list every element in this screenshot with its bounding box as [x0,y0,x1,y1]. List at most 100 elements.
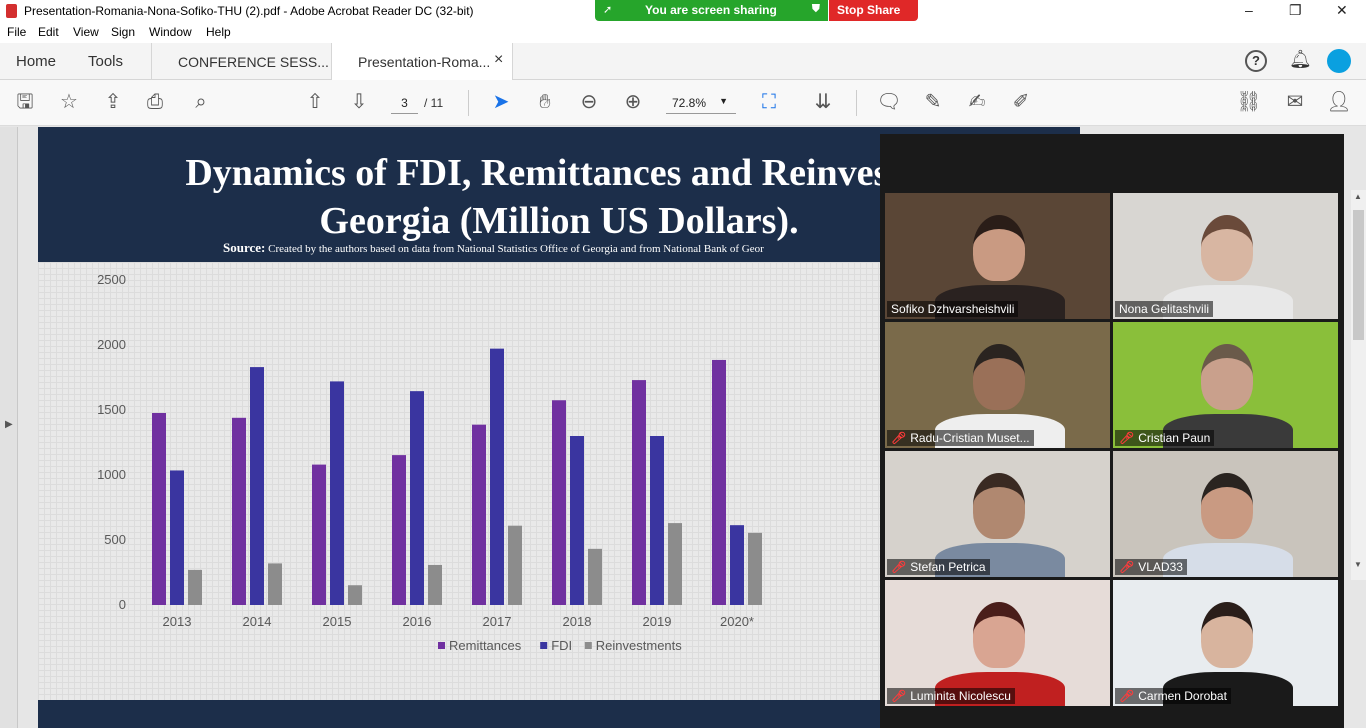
participant-tile[interactable]: 🎤︎ Radu-Cristian Muset... [885,322,1110,448]
zoom-level-select[interactable]: 72.8% ▼ [666,92,736,114]
link-icon[interactable]: ⛓︎ [1236,91,1262,113]
menu-file[interactable]: File [7,25,27,39]
participant-face [973,473,1025,539]
page-down-icon[interactable]: ⇩ [350,91,368,113]
page-total: / 11 [424,96,444,110]
select-arrow-icon[interactable]: ➤ [492,91,510,113]
minimize-button[interactable]: – [1245,2,1253,18]
bar-remittances [552,400,566,605]
bar-remittances [152,412,166,605]
page-number-input[interactable]: 3 [391,92,418,114]
tab-home[interactable]: Home [16,53,57,70]
y-tick-label: 1500 [97,402,126,417]
participant-name-label: Nona Gelitashvili [1115,301,1214,317]
screen-sharing-status: You are screen sharing [645,3,777,17]
screen-sharing-banner[interactable]: ➚ You are screen sharing ⛊ [595,0,828,21]
tab-conference[interactable]: CONFERENCE SESS... [151,43,331,80]
close-window-button[interactable]: ✕ [1336,2,1348,18]
participant-name-label: 🎤︎ Stefan Petrica [887,559,990,575]
participant-face [973,602,1025,668]
menu-help[interactable]: Help [206,25,231,39]
video-gallery-panel[interactable]: Sofiko Dzhvarsheishvili Nona Gelitashvili… [880,134,1344,728]
participant-name-label: 🎤︎ Cristian Paun [1115,430,1215,446]
bar-remittances [712,359,726,605]
toolbar-divider [468,90,469,116]
tab-presentation-label: Presentation-Roma... [358,54,491,70]
bar-reinvestments [348,585,362,605]
zoom-level-value: 72.8% [672,96,707,110]
y-tick-label: 1000 [97,467,126,482]
expand-arrow-icon[interactable]: ▶ [5,419,13,430]
x-tick-label: 2015 [323,614,352,629]
x-tick-label: 2019 [643,614,672,629]
tab-bar: Home Tools CONFERENCE SESS... Presentati… [0,43,1366,80]
x-tick-label: 2017 [483,614,512,629]
scroll-mode-icon[interactable]: ⇊ [814,91,832,113]
participant-tile[interactable]: 🎤︎ Stefan Petrica [885,451,1110,577]
upload-icon[interactable]: ⇪ [104,91,122,113]
tab-close-icon[interactable]: × [494,51,504,68]
help-icon[interactable]: ? [1245,50,1267,72]
menu-window[interactable]: Window [149,25,192,39]
participant-tile[interactable]: 🎤︎ VLAD33 [1113,451,1338,577]
sign-icon[interactable]: ✍︎ [968,91,986,113]
highlight-icon[interactable]: ✎ [924,91,942,113]
hand-icon[interactable]: ✋︎ [539,91,551,113]
maximize-button[interactable]: ❐ [1289,2,1302,18]
bar-reinvestments [268,563,282,605]
source-text: Created by the authors based on data fro… [265,243,764,255]
bar-reinvestments [668,523,682,605]
page-up-icon[interactable]: ⇧ [306,91,324,113]
scroll-up-icon[interactable]: ▲ [1354,192,1362,201]
participant-tile[interactable]: 🎤︎ Cristian Paun [1113,322,1338,448]
bar-fdi [650,436,664,605]
legend-label: Reinvestments [596,638,682,653]
print-icon[interactable]: ⎙ [147,91,163,113]
search-zoom-icon[interactable]: ⌕ [195,91,207,113]
bar-remittances [312,464,326,605]
slide-title: Dynamics of FDI, Remittances and Reinves… [38,149,1080,245]
bar-fdi [170,470,184,605]
menu-edit[interactable]: Edit [38,25,59,39]
zoom-in-icon[interactable]: ⊕ [624,91,642,113]
user-avatar-icon[interactable] [1327,49,1351,73]
participant-tile[interactable]: Sofiko Dzhvarsheishvili [885,193,1110,319]
participant-name: Nona Gelitashvili [1119,302,1210,316]
stop-share-button[interactable]: Stop Share [829,0,918,21]
zoom-out-icon[interactable]: ⊖ [580,91,598,113]
fit-page-icon[interactable]: ⛶ [762,91,776,113]
bar-reinvestments [508,525,522,605]
bar-remittances [232,417,246,605]
email-icon[interactable]: ✉︎ [1286,91,1304,113]
save-icon[interactable]: 🖫 [16,91,34,113]
notification-bell-icon[interactable]: 🔔︎ [1289,49,1312,69]
bar-fdi [570,436,584,605]
fill-sign-icon[interactable]: ✐ [1012,91,1030,113]
left-panel-toggle[interactable]: ▶ [0,127,18,728]
y-tick-label: 2500 [97,272,126,287]
y-tick-label: 0 [119,597,126,612]
participant-name: Radu-Cristian Muset... [910,431,1030,445]
participant-name: VLAD33 [1138,560,1183,574]
tab-tools[interactable]: Tools [88,53,124,70]
bar-fdi [330,381,344,605]
x-tick-label: 2016 [403,614,432,629]
legend-label: FDI [551,638,572,653]
document-scrollbar[interactable]: ▲ ▼ [1351,190,1366,580]
add-user-icon[interactable]: 👤︎ [1326,91,1352,113]
toolbar: 🖫 ☆ ⇪ ⎙ ⌕ ⇧ ⇩ 3 / 11 ➤ ✋︎ ⊖ ⊕ 72.8% ▼ ⛶ … [0,80,1366,126]
scrollbar-thumb[interactable] [1353,210,1364,340]
x-tick-label: 2014 [243,614,272,629]
bar-remittances [392,455,406,605]
menu-sign[interactable]: Sign [111,25,136,39]
menu-view[interactable]: View [73,25,99,39]
x-tick-label: 2020* [720,614,754,629]
participant-tile[interactable]: 🎤︎ Carmen Dorobat [1113,580,1338,706]
star-icon[interactable]: ☆ [60,91,78,113]
scroll-down-icon[interactable]: ▼ [1354,560,1362,569]
tab-presentation[interactable]: Presentation-Roma... × [331,43,513,80]
participant-tile[interactable]: 🎤︎ Luminita Nicolescu [885,580,1110,706]
comment-icon[interactable]: 🗨︎ [876,91,902,113]
participant-tile[interactable]: Nona Gelitashvili [1113,193,1338,319]
chevron-down-icon: ▼ [719,96,728,106]
